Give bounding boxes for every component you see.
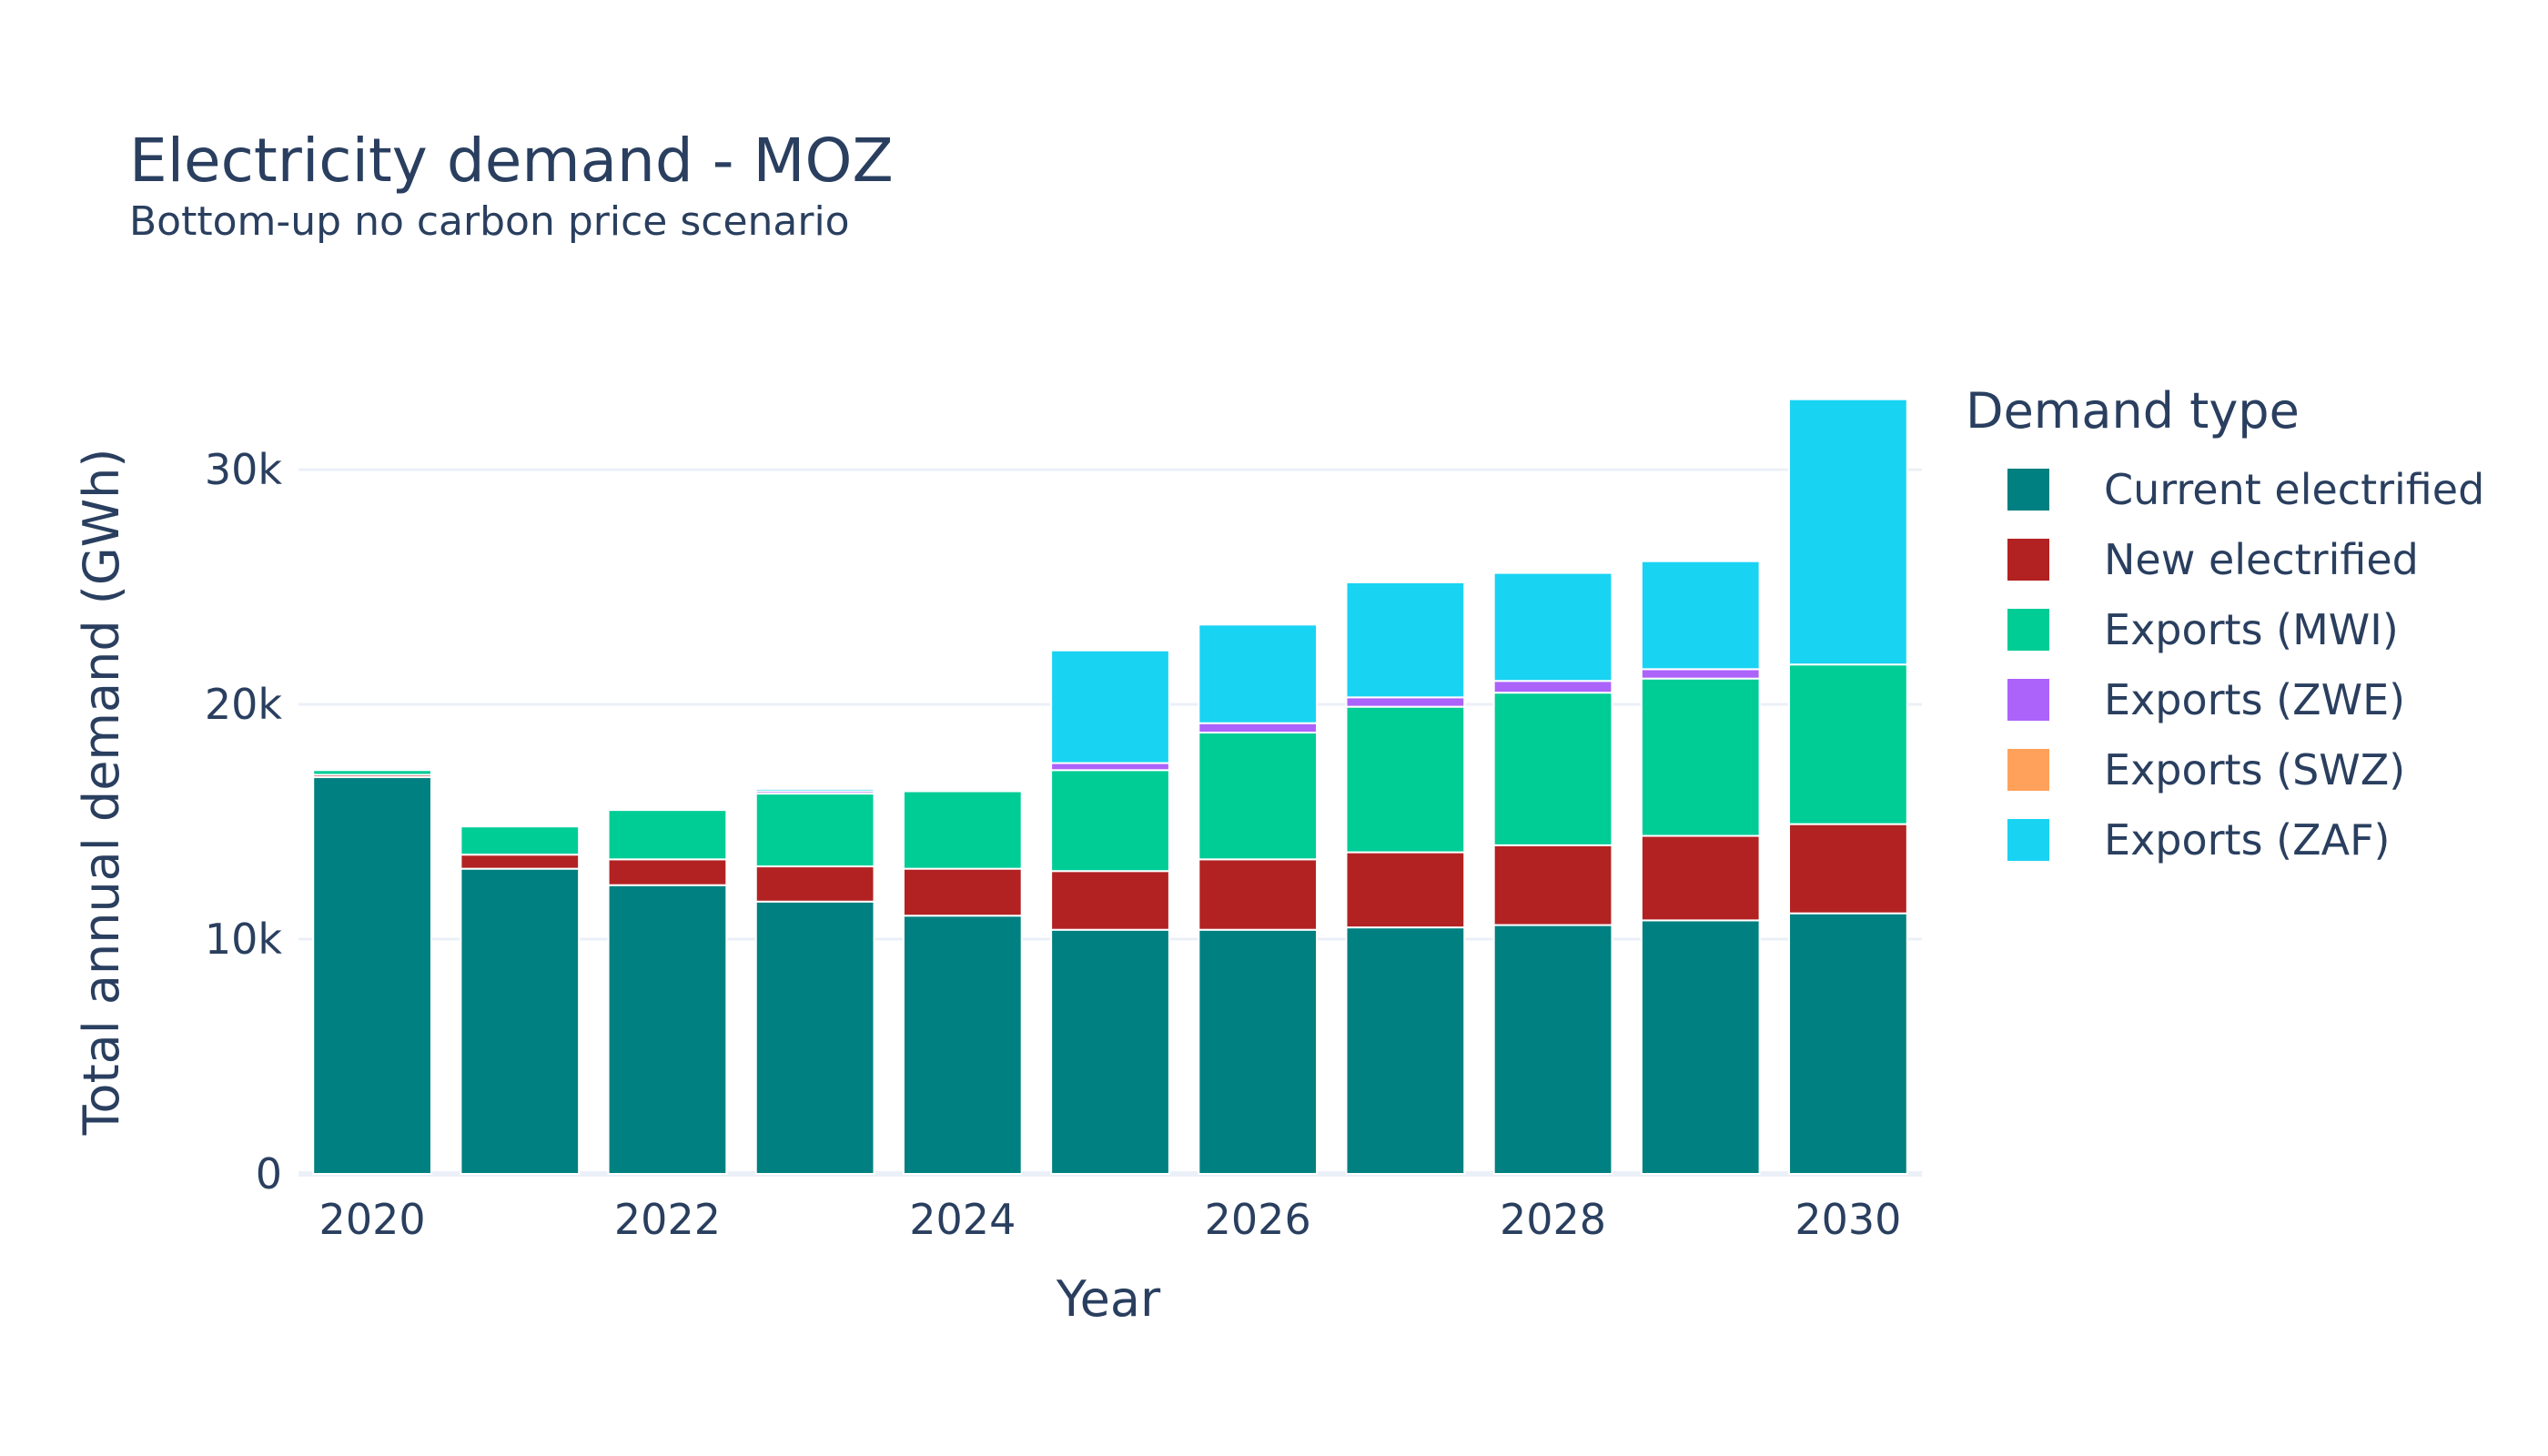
bar-segment-2028-exports-mwi — [1492, 692, 1613, 846]
legend-item[interactable]: Exports (MWI) — [2007, 594, 2484, 664]
legend-label: Exports (ZWE) — [2104, 674, 2406, 724]
bar-segment-2030-exports-zaf — [1788, 398, 1908, 666]
bar-segment-2023-current-electrified — [754, 900, 875, 1175]
bar-segment-2026-exports-zwe — [1198, 722, 1319, 734]
bar-segment-2020-exports-mwi — [312, 769, 432, 776]
chart-title: Electricity demand - MOZ — [129, 126, 894, 196]
bar-segment-2021-new-electrified — [460, 854, 581, 870]
y-tick-label: 20k — [205, 680, 283, 729]
y-axis-label: Total annual demand (GWh) — [73, 449, 130, 1137]
legend-label: Current electrified — [2104, 464, 2485, 514]
bar-segment-2025-exports-mwi — [1050, 769, 1170, 873]
x-tick-labels: 2020 2022 2024 2026 2028 2030 — [319, 1195, 1902, 1244]
bar-segment-2029-exports-mwi — [1640, 677, 1761, 837]
legend-item[interactable]: Current electrified — [2007, 454, 2484, 524]
legend-swatch — [2007, 678, 2049, 721]
x-tick-label: 2024 — [909, 1195, 1016, 1244]
y-tick-labels: 0 10k 20k 30k — [205, 445, 283, 1198]
legend-item[interactable]: New electrified — [2007, 524, 2484, 594]
bar-segment-2022-exports-mwi — [607, 809, 728, 861]
legend-swatch — [2007, 538, 2049, 581]
bar-segment-2026-new-electrified — [1198, 858, 1319, 931]
bar-segment-2027-exports-mwi — [1345, 705, 1466, 854]
bar-segment-2030-exports-mwi — [1788, 663, 1908, 825]
legend-swatch — [2007, 748, 2049, 791]
y-tick-label: 30k — [205, 445, 283, 494]
bar-segment-2028-exports-zwe — [1492, 680, 1613, 694]
legend-item[interactable]: Exports (SWZ) — [2007, 734, 2484, 804]
bar-segment-2020-current-electrified — [312, 776, 432, 1175]
bar-segment-2030-new-electrified — [1788, 823, 1908, 915]
y-tick-label: 0 — [256, 1149, 282, 1198]
bar-segment-2027-new-electrified — [1345, 851, 1466, 929]
bar-segment-2025-exports-zwe — [1050, 762, 1170, 772]
y-tick-label: 10k — [205, 915, 283, 964]
bar-segment-2023-new-electrified — [754, 865, 875, 903]
bar-segment-2027-current-electrified — [1345, 926, 1466, 1175]
bar-segment-2025-current-electrified — [1050, 928, 1170, 1175]
bar-segment-2030-current-electrified — [1788, 912, 1908, 1175]
bar-segment-2029-exports-zaf — [1640, 560, 1761, 671]
legend-item[interactable]: Exports (ZWE) — [2007, 664, 2484, 734]
legend-label: New electrified — [2104, 534, 2419, 584]
x-tick-label: 2026 — [1205, 1195, 1311, 1244]
bar-segment-2028-new-electrified — [1492, 844, 1613, 926]
legend: Demand type Current electrified New elect… — [1966, 382, 2484, 875]
chart-subtitle: Bottom-up no carbon price scenario — [129, 198, 850, 245]
bar-segment-2023-exports-zaf — [754, 787, 875, 793]
bar-segment-2029-exports-zwe — [1640, 668, 1761, 680]
bars — [312, 398, 1908, 1176]
bar-segment-2024-current-electrified — [902, 915, 1023, 1175]
x-tick-label: 2022 — [614, 1195, 721, 1244]
bar-segment-2026-current-electrified — [1198, 928, 1319, 1175]
legend-label: Exports (ZAF) — [2104, 814, 2391, 864]
legend-label: Exports (SWZ) — [2104, 744, 2406, 794]
bar-segment-2022-new-electrified — [607, 858, 728, 886]
legend-swatch — [2007, 608, 2049, 651]
bar-segment-2022-current-electrified — [607, 884, 728, 1176]
bar-segment-2027-exports-zaf — [1345, 581, 1466, 699]
x-tick-label: 2020 — [319, 1195, 426, 1244]
x-tick-label: 2028 — [1500, 1195, 1606, 1244]
bar-segment-2021-current-electrified — [460, 867, 581, 1175]
bar-segment-2026-exports-zaf — [1198, 623, 1319, 724]
legend-swatch — [2007, 818, 2049, 861]
bar-segment-2024-new-electrified — [902, 867, 1023, 917]
bar-segment-2025-new-electrified — [1050, 870, 1170, 931]
bar-segment-2023-exports-mwi — [754, 793, 875, 868]
bar-segment-2026-exports-mwi — [1198, 732, 1319, 861]
bar-segment-2024-exports-mwi — [902, 790, 1023, 870]
legend-swatch — [2007, 468, 2049, 511]
x-axis-label: Year — [1056, 1270, 1161, 1328]
x-tick-label: 2030 — [1795, 1195, 1901, 1244]
bar-segment-2029-new-electrified — [1640, 834, 1761, 922]
legend-title: Demand type — [1966, 382, 2300, 440]
bar-segment-2025-exports-zaf — [1050, 649, 1170, 764]
bar-segment-2021-exports-mwi — [460, 825, 581, 856]
bar-segment-2027-exports-zwe — [1345, 696, 1466, 708]
bar-segment-2029-current-electrified — [1640, 919, 1761, 1175]
bar-segment-2028-exports-zaf — [1492, 571, 1613, 682]
bar-segment-2028-current-electrified — [1492, 924, 1613, 1175]
legend-item[interactable]: Exports (ZAF) — [2007, 804, 2484, 875]
legend-label: Exports (MWI) — [2104, 604, 2399, 654]
